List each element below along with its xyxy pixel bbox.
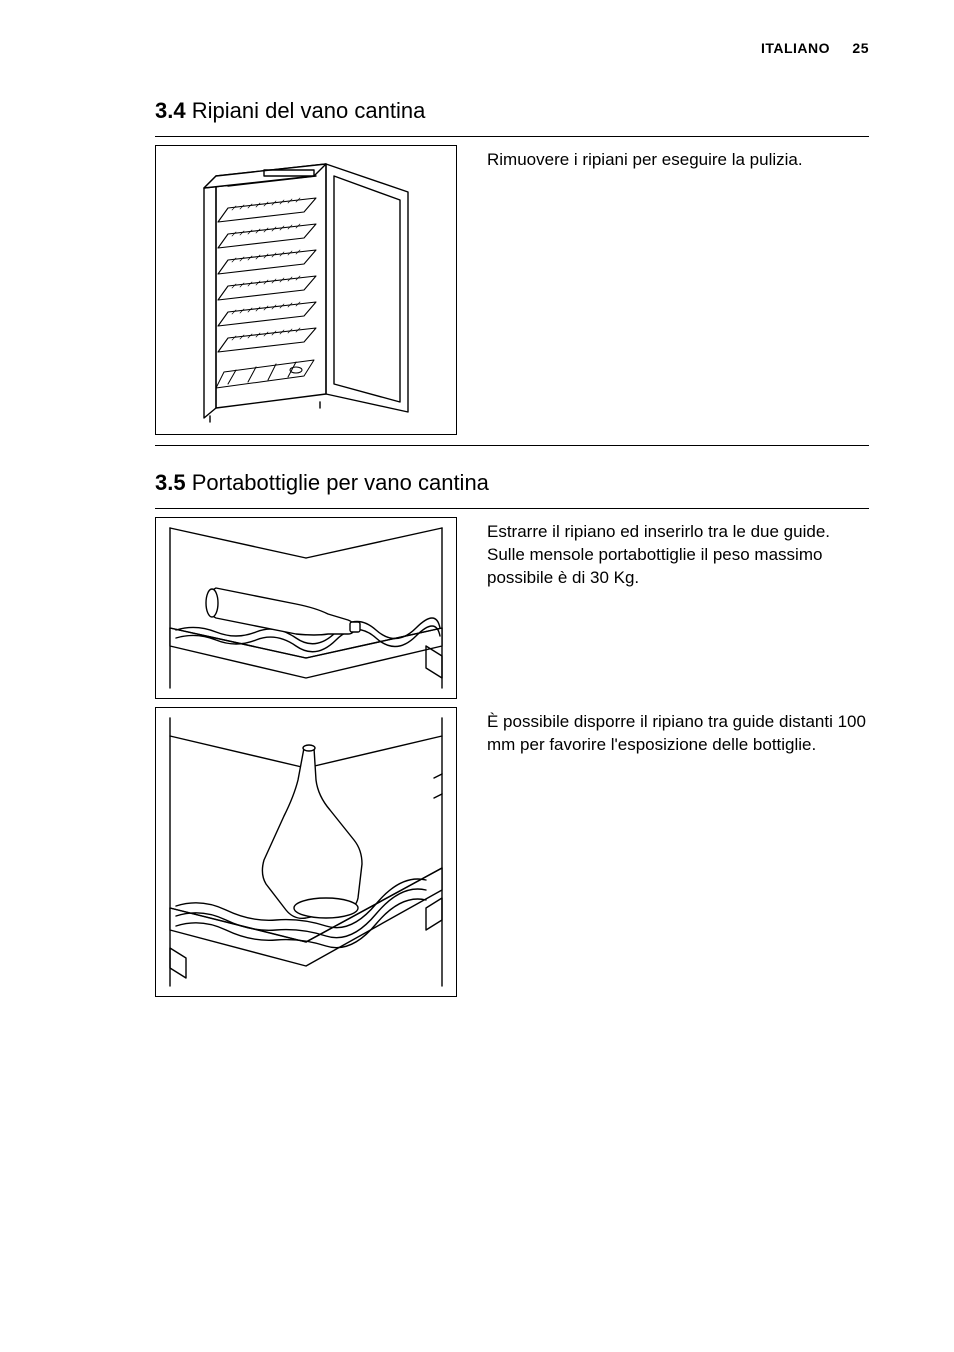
section-title-3-4: 3.4 Ripiani del vano cantina [155, 98, 869, 124]
section-3-4: 3.4 Ripiani del vano cantina [155, 98, 869, 446]
section-heading-text: Ripiani del vano cantina [192, 98, 426, 123]
shelf-flat-drawing-icon [156, 518, 456, 698]
section-number: 3.4 [155, 98, 186, 123]
figure-shelf-angled [155, 707, 457, 997]
figure-shelf-flat [155, 517, 457, 699]
page-header: ITALIANO 25 [155, 40, 869, 56]
section-heading-text: Portabottiglie per vano cantina [192, 470, 489, 495]
section-3-5-text-a: Estrarre il ripiano ed inserirlo tra le … [487, 517, 869, 699]
page: ITALIANO 25 3.4 Ripiani del vano cantina [0, 0, 954, 1045]
section-3-5: 3.5 Portabottiglie per vano cantina [155, 470, 869, 1005]
figure-cabinet [155, 145, 457, 435]
shelf-angled-drawing-icon [156, 708, 456, 996]
section-3-4-text: Rimuovere i ripiani per eseguire la puli… [487, 145, 869, 435]
header-page-number: 25 [852, 40, 869, 56]
section-title-3-5: 3.5 Portabottiglie per vano cantina [155, 470, 869, 496]
header-language: ITALIANO [761, 40, 830, 56]
cabinet-drawing-icon [156, 146, 456, 434]
section-3-5-text-b: È possibile disporre il ripiano tra guid… [487, 707, 869, 997]
section-number: 3.5 [155, 470, 186, 495]
